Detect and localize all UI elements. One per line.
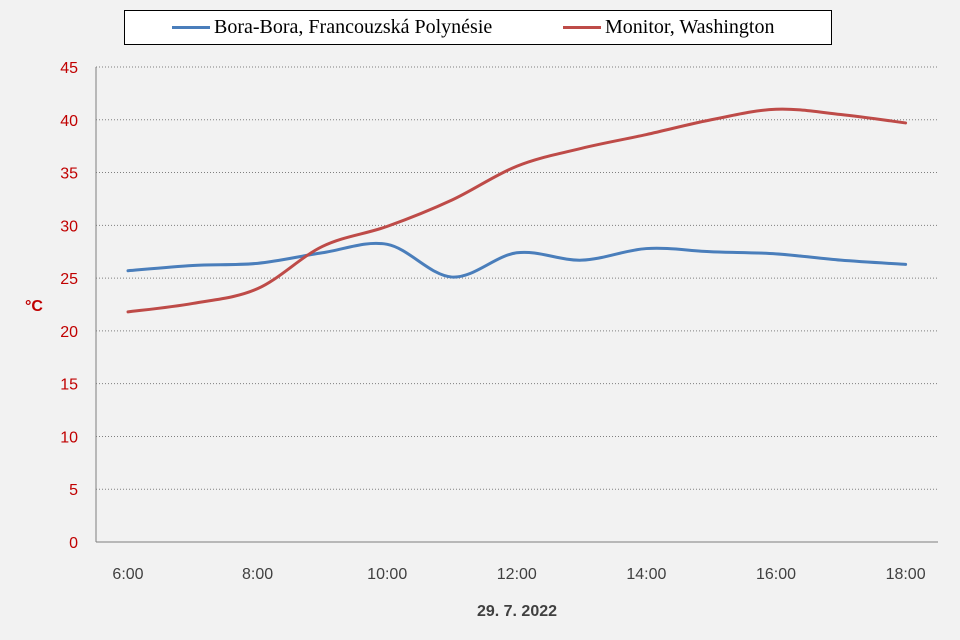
x-tick-label: 8:00 — [242, 566, 273, 583]
y-tick-label: 20 — [60, 324, 78, 341]
y-tick-label: 45 — [60, 60, 78, 77]
x-axis-ticks: 6:00 8:00 10:00 12:00 14:00 16:00 18:00 — [112, 566, 925, 583]
x-axis-label: 29. 7. 2022 — [477, 603, 557, 620]
y-tick-label: 5 — [69, 482, 78, 499]
y-tick-label: 40 — [60, 113, 78, 130]
y-tick-label: 30 — [60, 218, 78, 235]
y-tick-label: 35 — [60, 166, 78, 183]
legend: Bora-Bora, Francouzská Polynésie Monitor… — [124, 10, 832, 45]
grid-lines — [96, 66, 938, 543]
y-tick-label: 15 — [60, 377, 78, 394]
x-tick-label: 12:00 — [497, 566, 537, 583]
legend-label-monitor: Monitor, Washington — [605, 16, 775, 38]
series-lines — [126, 107, 908, 314]
x-tick-label: 6:00 — [112, 566, 143, 583]
legend-item-monitor: Monitor, Washington — [563, 11, 774, 44]
series-line-bora-bora-francouzska-polynesie — [126, 241, 908, 279]
x-tick-label: 14:00 — [626, 566, 666, 583]
x-tick-label: 16:00 — [756, 566, 796, 583]
y-tick-label: 0 — [69, 535, 78, 552]
x-tick-label: 10:00 — [367, 566, 407, 583]
y-tick-label: 25 — [60, 271, 78, 288]
y-axis-ticks: 0 5 10 15 20 25 30 35 40 45 — [60, 60, 78, 552]
x-tick-label: 18:00 — [886, 566, 926, 583]
y-tick-label: 10 — [60, 429, 78, 446]
series-line-monitor-washington — [126, 107, 908, 314]
legend-swatch-bora-bora — [172, 26, 210, 29]
legend-label-bora-bora: Bora-Bora, Francouzská Polynésie — [214, 16, 493, 38]
y-axis-label: °C — [25, 298, 43, 315]
legend-item-bora-bora: Bora-Bora, Francouzská Polynésie — [172, 11, 492, 44]
legend-swatch-monitor — [563, 26, 601, 29]
